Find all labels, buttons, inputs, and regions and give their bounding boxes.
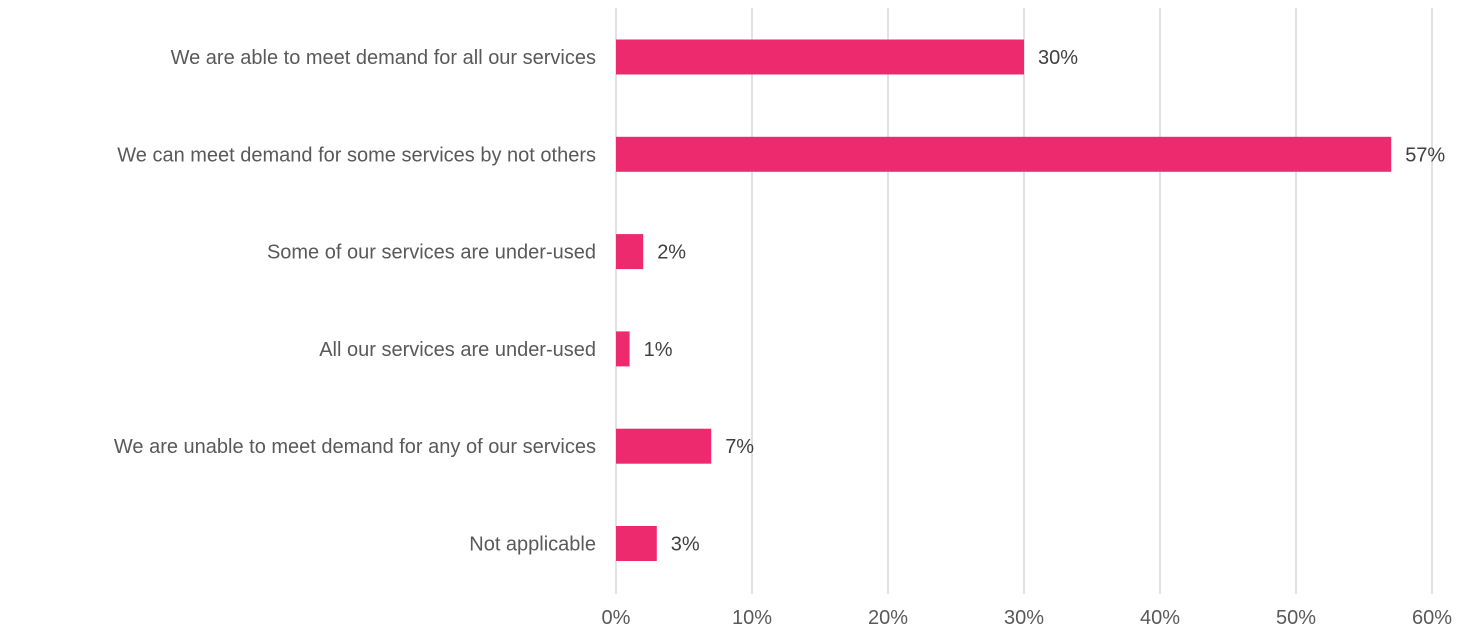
bar — [616, 136, 1392, 172]
x-tick-label: 40% — [1140, 607, 1180, 629]
data-label: 30% — [1038, 47, 1078, 69]
category-labels: We are able to meet demand for all our s… — [114, 47, 596, 556]
category-label: Some of our services are under-used — [267, 242, 596, 264]
bar — [616, 39, 1024, 75]
category-label: We are unable to meet demand for any of … — [114, 436, 596, 458]
x-tick-label: 60% — [1412, 607, 1452, 629]
bars — [616, 39, 1392, 561]
x-tick-label: 0% — [602, 607, 631, 629]
data-label: 3% — [671, 534, 700, 556]
x-tick-label: 10% — [732, 607, 772, 629]
x-tick-label: 50% — [1276, 607, 1316, 629]
data-labels: 30% 57% 2% 1% 7% 3% — [644, 47, 1446, 556]
data-label: 2% — [657, 242, 686, 264]
gridlines — [615, 8, 1433, 594]
x-axis-tick-labels: 0% 10% 20% 30% 40% 50% 60% — [602, 607, 1453, 629]
bar — [616, 526, 657, 561]
category-label: We can meet demand for some services by … — [117, 144, 596, 166]
bar — [616, 428, 712, 464]
x-tick-label: 30% — [1004, 607, 1044, 629]
category-label: We are able to meet demand for all our s… — [171, 47, 596, 69]
bar — [616, 234, 644, 270]
bar — [616, 331, 630, 367]
data-label: 1% — [644, 339, 673, 361]
x-tick-label: 20% — [868, 607, 908, 629]
data-label: 7% — [725, 436, 754, 458]
data-label: 57% — [1405, 144, 1445, 166]
category-label: All our services are under-used — [319, 339, 596, 361]
category-label: Not applicable — [469, 534, 596, 556]
